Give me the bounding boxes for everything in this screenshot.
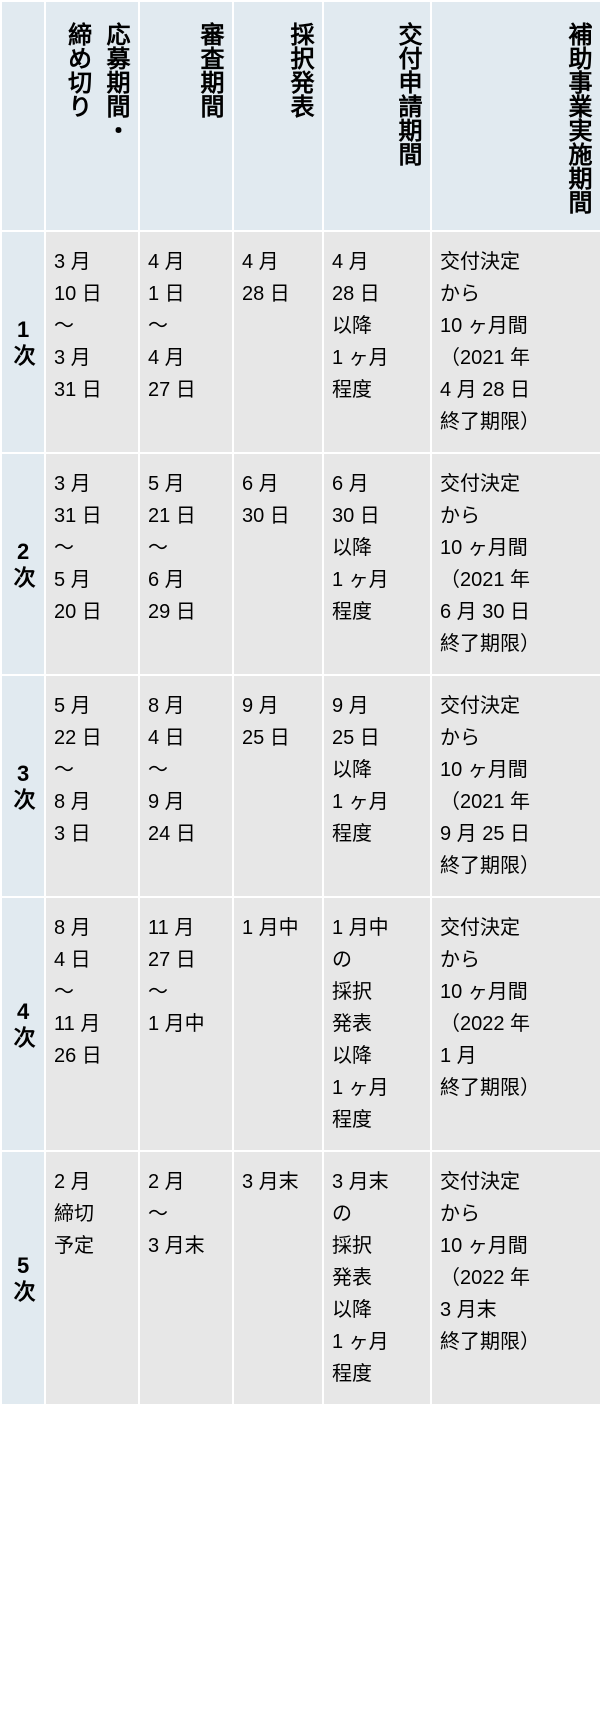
cell-review-period: 5 月21 日～6 月29 日 xyxy=(139,453,233,675)
cell-application-period: 8 月4 日～11 月26 日 xyxy=(45,897,139,1151)
cell-grant-application-period: 6 月30 日以降1 ヶ月程度 xyxy=(323,453,431,675)
cell-project-period: 交付決定から10 ヶ月間（2022 年3 月末終了期限） xyxy=(431,1151,600,1405)
cell-review-period: 8 月4 日～9 月24 日 xyxy=(139,675,233,897)
cell-application-period: 3 月31 日～5 月20 日 xyxy=(45,453,139,675)
row-label: 1次 xyxy=(1,231,45,453)
cell-selection-announcement: 6 月30 日 xyxy=(233,453,323,675)
table-row: 3次 5 月22 日～8 月3 日 8 月4 日～9 月24 日 9 月25 日… xyxy=(1,675,600,897)
cell-selection-announcement: 3 月末 xyxy=(233,1151,323,1405)
header-grant-application-period: 交付申請期間 xyxy=(323,1,431,231)
row-label: 5次 xyxy=(1,1151,45,1405)
header-application-period: 応募期間・締め切り xyxy=(45,1,139,231)
table-row: 1次 3 月10 日～3 月31 日 4 月1 日～4 月27 日 4 月28 … xyxy=(1,231,600,453)
cell-selection-announcement: 1 月中 xyxy=(233,897,323,1151)
table-row: 2次 3 月31 日～5 月20 日 5 月21 日～6 月29 日 6 月30… xyxy=(1,453,600,675)
cell-selection-announcement: 9 月25 日 xyxy=(233,675,323,897)
cell-review-period: 4 月1 日～4 月27 日 xyxy=(139,231,233,453)
header-project-period: 補助事業実施期間 xyxy=(431,1,600,231)
cell-application-period: 3 月10 日～3 月31 日 xyxy=(45,231,139,453)
cell-application-period: 5 月22 日～8 月3 日 xyxy=(45,675,139,897)
cell-project-period: 交付決定から10 ヶ月間（2021 年6 月 30 日終了期限） xyxy=(431,453,600,675)
cell-application-period: 2 月締切予定 xyxy=(45,1151,139,1405)
cell-review-period: 2 月～3 月末 xyxy=(139,1151,233,1405)
row-label: 3次 xyxy=(1,675,45,897)
cell-project-period: 交付決定から10 ヶ月間（2021 年9 月 25 日終了期限） xyxy=(431,675,600,897)
cell-project-period: 交付決定から10 ヶ月間（2022 年1 月終了期限） xyxy=(431,897,600,1151)
header-review-period: 審査期間 xyxy=(139,1,233,231)
table-row: 4次 8 月4 日～11 月26 日 11 月27 日～1 月中 1 月中 1 … xyxy=(1,897,600,1151)
table-row: 5次 2 月締切予定 2 月～3 月末 3 月末 3 月末の採択発表以降1 ヶ月… xyxy=(1,1151,600,1405)
row-label: 2次 xyxy=(1,453,45,675)
schedule-table: 応募期間・締め切り 審査期間 採択発表 交付申請期間 補助事業実施期間 1次 3… xyxy=(0,0,600,1406)
cell-grant-application-period: 4 月28 日以降1 ヶ月程度 xyxy=(323,231,431,453)
cell-grant-application-period: 9 月25 日以降1 ヶ月程度 xyxy=(323,675,431,897)
cell-grant-application-period: 3 月末の採択発表以降1 ヶ月程度 xyxy=(323,1151,431,1405)
cell-review-period: 11 月27 日～1 月中 xyxy=(139,897,233,1151)
cell-selection-announcement: 4 月28 日 xyxy=(233,231,323,453)
cell-project-period: 交付決定から10 ヶ月間（2021 年4 月 28 日終了期限） xyxy=(431,231,600,453)
header-selection-announcement: 採択発表 xyxy=(233,1,323,231)
table-body: 1次 3 月10 日～3 月31 日 4 月1 日～4 月27 日 4 月28 … xyxy=(1,231,600,1405)
header-corner xyxy=(1,1,45,231)
row-label: 4次 xyxy=(1,897,45,1151)
cell-grant-application-period: 1 月中の採択発表以降1 ヶ月程度 xyxy=(323,897,431,1151)
header-row: 応募期間・締め切り 審査期間 採択発表 交付申請期間 補助事業実施期間 xyxy=(1,1,600,231)
